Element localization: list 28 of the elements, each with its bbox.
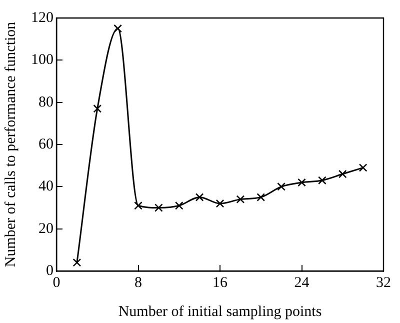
point [277,182,286,191]
point [236,195,245,204]
y-tick-label: 0 [46,262,54,279]
point [256,193,266,202]
x-tick-label: 24 [294,274,310,291]
point [174,201,184,210]
point [318,176,326,185]
point [72,258,82,267]
y-tick-label: 80 [38,94,54,110]
point [114,24,122,33]
x-axis-title: Number of initial sampling points [118,304,322,320]
y-tick-label: 100 [31,52,54,68]
point [298,178,306,187]
point [195,193,204,202]
point [338,170,347,178]
y-tick-label: 40 [38,178,54,195]
point [134,201,142,210]
point [93,104,102,113]
point [358,164,368,172]
point [154,204,163,212]
x-tick-label: 32 [376,274,391,291]
y-axis-title: Number of calls to performance function [2,21,19,268]
point [216,199,224,208]
x-tick-label: 8 [134,274,142,291]
x-tick-label: 16 [212,274,228,291]
y-tick-label: 120 [31,10,54,26]
y-tick-label: 20 [38,220,54,237]
y-tick-label: 60 [38,136,54,152]
